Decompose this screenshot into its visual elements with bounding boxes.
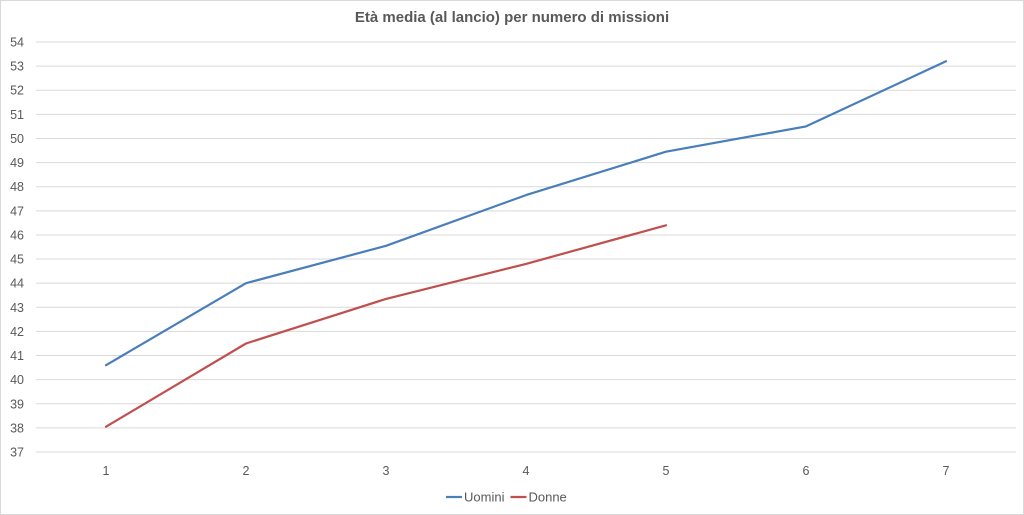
- y-tick-label: 53: [10, 60, 24, 74]
- y-tick-label: 44: [10, 277, 24, 291]
- y-tick-label: 45: [10, 253, 24, 267]
- y-tick-label: 43: [10, 301, 24, 315]
- series-line-uomini: [104, 60, 948, 367]
- x-tick-label: 2: [243, 464, 250, 478]
- x-tick-label: 1: [103, 464, 110, 478]
- legend: Uomini Donne: [446, 490, 567, 505]
- y-tick-label: 37: [10, 446, 24, 460]
- y-tick-label: 48: [10, 180, 24, 194]
- x-tick-label: 3: [383, 464, 390, 478]
- y-tick-label: 42: [10, 325, 24, 339]
- y-tick-label: 41: [10, 349, 24, 363]
- y-tick-label: 47: [10, 204, 24, 218]
- x-tick-label: 5: [663, 464, 670, 478]
- series-line-donne: [104, 224, 668, 428]
- chart-title: Età media (al lancio) per numero di miss…: [355, 9, 669, 26]
- y-tick-label: 54: [10, 36, 24, 50]
- gridlines: [36, 41, 1016, 453]
- x-tick-label: 4: [523, 464, 530, 478]
- x-axis-ticks: 1 2 3 4 5 6 7: [103, 464, 950, 478]
- y-tick-label: 51: [10, 108, 24, 122]
- legend-label-uomini: Uomini: [464, 490, 505, 505]
- series-lines: [104, 60, 948, 428]
- y-tick-label: 46: [10, 228, 24, 242]
- y-tick-label: 50: [10, 132, 24, 146]
- x-tick-label: 7: [943, 464, 950, 478]
- legend-label-donne: Donne: [528, 490, 566, 505]
- y-tick-label: 49: [10, 156, 24, 170]
- y-axis-ticks: 37 38 39 40 41 42 43 44 45 46 47 48 49 50 51 52 53 54: [10, 36, 24, 460]
- y-tick-label: 38: [10, 421, 24, 435]
- x-tick-label: 6: [803, 464, 810, 478]
- y-tick-label: 40: [10, 373, 24, 387]
- y-tick-label: 52: [10, 84, 24, 98]
- y-tick-label: 39: [10, 397, 24, 411]
